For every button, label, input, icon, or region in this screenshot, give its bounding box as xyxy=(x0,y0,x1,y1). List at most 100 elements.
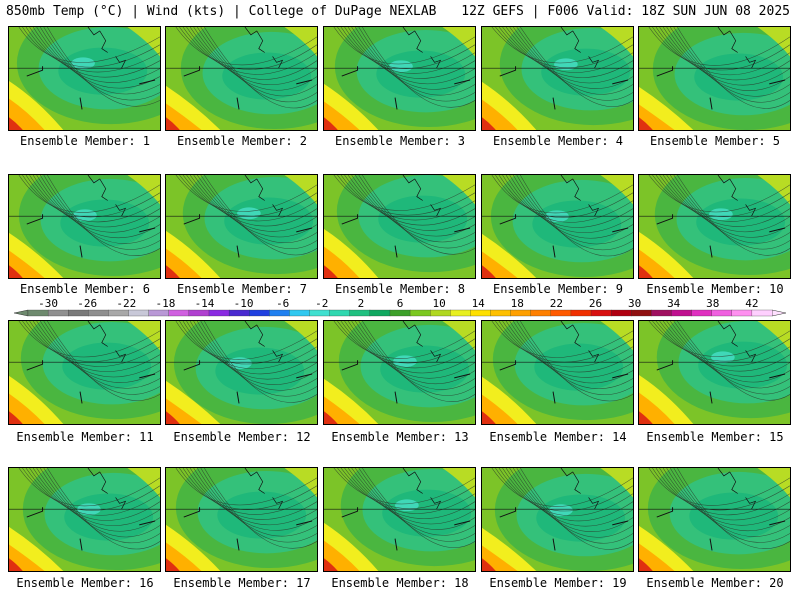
colorbar-tick-label: 2 xyxy=(358,297,365,310)
colorbar-min-arrow xyxy=(13,309,29,317)
colorbar-swatch xyxy=(148,309,170,317)
temperature-map xyxy=(9,27,160,130)
ensemble-member-label: Ensemble Member: 18 xyxy=(331,576,469,590)
colorbar-swatch xyxy=(289,309,310,317)
colorbar-tick-label: -30 xyxy=(38,297,58,310)
ensemble-member-label: Ensemble Member: 7 xyxy=(176,282,308,296)
colorbar-swatch xyxy=(610,309,632,317)
colorbar-tick-label: 18 xyxy=(511,297,524,310)
colorbar-swatch xyxy=(691,309,713,317)
ensemble-member-label: Ensemble Member: 20 xyxy=(646,576,784,590)
colorbar-swatch xyxy=(550,309,572,317)
ensemble-panel xyxy=(481,467,634,572)
temperature-map xyxy=(9,468,160,571)
colorbar-tick-label: -22 xyxy=(116,297,136,310)
colorbar-swatch xyxy=(651,309,672,317)
temperature-map xyxy=(482,27,633,130)
ensemble-member-label: Ensemble Member: 1 xyxy=(19,134,151,148)
colorbar-tick-label: 26 xyxy=(589,297,602,310)
temperature-map xyxy=(324,27,475,130)
colorbar-swatch xyxy=(188,309,210,317)
temperature-map xyxy=(639,175,790,278)
temperature-map xyxy=(324,468,475,571)
colorbar-swatch xyxy=(731,309,753,317)
colorbar-swatch xyxy=(68,309,89,317)
ensemble-panel xyxy=(481,174,634,279)
colorbar-tick-label: -6 xyxy=(276,297,289,310)
colorbar-swatch xyxy=(249,309,270,317)
model-run-info: 12Z GEFS | F006 Valid: 18Z SUN JUN 08 20… xyxy=(461,4,790,19)
ensemble-panel xyxy=(638,320,791,425)
temperature-map xyxy=(166,468,317,571)
ensemble-member-label: Ensemble Member: 19 xyxy=(489,576,627,590)
colorbar-swatch xyxy=(530,309,552,317)
temperature-map xyxy=(639,321,790,424)
temperature-map xyxy=(639,27,790,130)
temperature-map xyxy=(639,468,790,571)
ensemble-panel xyxy=(8,467,161,572)
ensemble-panel xyxy=(8,26,161,131)
colorbar-swatch xyxy=(329,309,351,317)
colorbar-swatch xyxy=(228,309,250,317)
ensemble-panel xyxy=(638,174,791,279)
ensemble-member-label: Ensemble Member: 3 xyxy=(334,134,466,148)
colorbar-swatch xyxy=(570,309,592,317)
colorbar-tick-label: 10 xyxy=(432,297,445,310)
ensemble-panel xyxy=(8,174,161,279)
ensemble-member-label: Ensemble Member: 15 xyxy=(646,430,784,444)
temperature-map xyxy=(9,175,160,278)
ensemble-member-label: Ensemble Member: 11 xyxy=(16,430,154,444)
colorbar-swatch xyxy=(751,309,773,317)
colorbar-swatch xyxy=(208,309,230,317)
colorbar-swatch xyxy=(88,309,109,317)
temperature-map xyxy=(482,321,633,424)
colorbar-swatch xyxy=(590,309,612,317)
ensemble-member-label: Ensemble Member: 4 xyxy=(492,134,624,148)
ensemble-panel xyxy=(165,467,318,572)
colorbar-tick-label: 14 xyxy=(472,297,486,310)
colorbar-swatch xyxy=(671,309,693,317)
colorbar-tick-label: 34 xyxy=(667,297,681,310)
colorbar-swatch xyxy=(269,309,290,317)
colorbar-swatch xyxy=(409,309,431,317)
colorbar-tick-label: -18 xyxy=(155,297,175,310)
colorbar-swatch xyxy=(510,309,532,317)
ensemble-panel xyxy=(165,174,318,279)
colorbar-max-arrow xyxy=(771,309,787,317)
ensemble-panel xyxy=(165,320,318,425)
colorbar-swatch xyxy=(369,309,391,317)
colorbar-swatch xyxy=(309,309,331,317)
temperature-map xyxy=(166,175,317,278)
ensemble-member-label: Ensemble Member: 6 xyxy=(19,282,151,296)
colorbar-tick-label: 42 xyxy=(745,297,758,310)
colorbar-swatch xyxy=(490,309,512,317)
colorbar-swatch xyxy=(450,309,471,317)
temperature-map xyxy=(482,468,633,571)
ensemble-panel xyxy=(638,26,791,131)
ensemble-panel xyxy=(481,320,634,425)
ensemble-member-label: Ensemble Member: 12 xyxy=(173,430,311,444)
colorbar-tick-label: -2 xyxy=(315,297,328,310)
ensemble-panel xyxy=(481,26,634,131)
ensemble-member-label: Ensemble Member: 2 xyxy=(176,134,308,148)
colorbar-tick-label: 30 xyxy=(628,297,641,310)
temperature-colorbar: -30 -26 -22 -18 -14 -10 -6 -2 2 6 10 14 18 22 26 30 34 38… xyxy=(13,297,787,317)
ensemble-member-label: Ensemble Member: 8 xyxy=(334,282,466,296)
ensemble-panel xyxy=(323,174,476,279)
ensemble-member-label: Ensemble Member: 16 xyxy=(16,576,154,590)
ensemble-member-label: Ensemble Member: 14 xyxy=(489,430,627,444)
temperature-map xyxy=(324,175,475,278)
colorbar-swatch xyxy=(430,309,451,317)
colorbar-tick-label: -14 xyxy=(195,297,215,310)
colorbar-swatch xyxy=(389,309,411,317)
ensemble-member-label: Ensemble Member: 17 xyxy=(173,576,311,590)
temperature-map xyxy=(324,321,475,424)
ensemble-panel xyxy=(8,320,161,425)
colorbar-swatch xyxy=(47,309,69,317)
colorbar-tick-label: 22 xyxy=(550,297,563,310)
ensemble-panel xyxy=(638,467,791,572)
colorbar-swatch xyxy=(631,309,652,317)
colorbar-swatch xyxy=(128,309,150,317)
colorbar-swatch xyxy=(27,309,49,317)
ensemble-panel xyxy=(165,26,318,131)
